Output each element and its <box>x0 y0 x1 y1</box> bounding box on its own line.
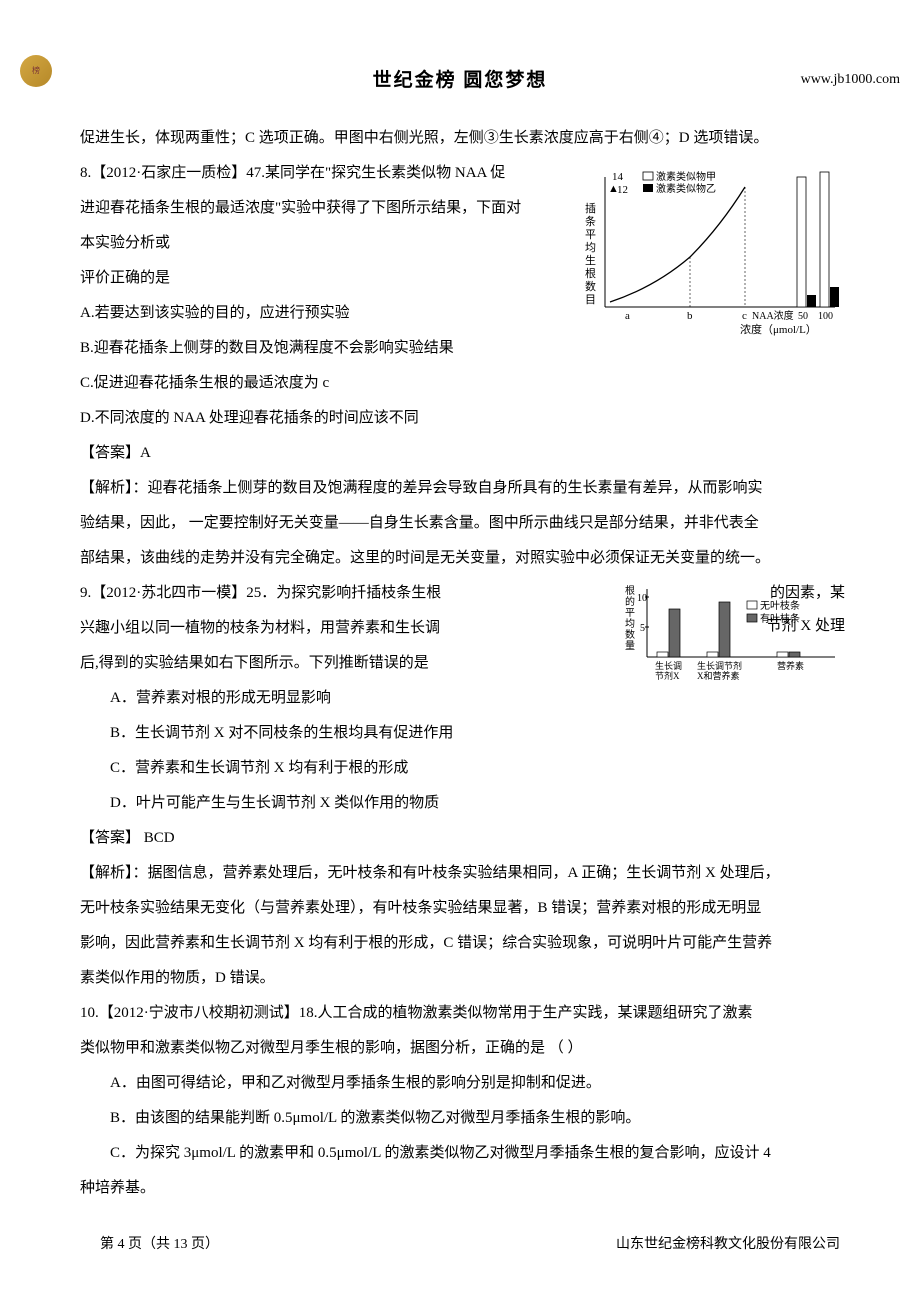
footer-page-num: 第 4 页（共 13 页） <box>100 1230 219 1261</box>
q8-optC: C.促进迎春花插条生根的最适浓度为 c <box>80 367 840 400</box>
q9-y5: 5 <box>640 623 645 634</box>
q9-c1b: 节剂X <box>655 670 680 681</box>
q8-xc: c <box>742 310 747 322</box>
q9-b3 <box>707 652 718 657</box>
q8-xunit: 浓度（μmol/L） <box>740 322 817 336</box>
intro-text: 促进生长，体现两重性；C 选项正确。甲图中右侧光照，左侧③生长素浓度应高于右侧④… <box>80 122 840 155</box>
q8-bar3 <box>820 172 829 307</box>
q10-optC: C．为探究 3μmol/L 的激素甲和 0.5μmol/L 的激素类似物乙对微型… <box>80 1137 840 1170</box>
q10-optA: A．由图可得结论，甲和乙对微型月季插条生根的影响分别是抑制和促进。 <box>80 1067 840 1100</box>
q8-exp1: 【解析】：迎春花插条上侧芽的数目及饱满程度的差异会导致自身所具有的生长素量有差异… <box>80 472 840 505</box>
q8-legend1: 激素类似物甲 <box>656 170 716 183</box>
q9-leg1-box <box>747 601 757 609</box>
q8-xa: a <box>625 310 630 322</box>
q9-c2b: X和营养素 <box>697 670 740 681</box>
header-title: 世纪金榜 圆您梦想 <box>80 60 840 102</box>
header-url: www.jb1000.com <box>801 65 900 96</box>
page-header: 榜 世纪金榜 圆您梦想 www.jb1000.com <box>80 60 840 102</box>
q9-answer: 【答案】 BCD <box>80 822 840 855</box>
q9-c1a: 生长调 <box>655 660 682 671</box>
q9-title-a: 9.【2012·苏北四市一模】25．为探究影响扦插枝条生根 <box>80 585 441 601</box>
q8-answer: 【答案】A <box>80 437 840 470</box>
q8-ytick-12-txt: 12 <box>617 184 628 196</box>
q8-x50: 50 <box>798 311 808 322</box>
q8-chart: 14 ▲ 12 激素类似物甲 激素类似物乙 插条平均生根数目 a b c NAA… <box>580 162 840 337</box>
question-10: 10.【2012·宁波市八校期初测试】18.人工合成的植物激素类似物常用于生产实… <box>80 997 840 1205</box>
q9-exp3: 影响，因此营养素和生长调节剂 X 均有利于根的形成，C 错误；综合实验现象，可说… <box>80 927 840 960</box>
q8-bar1 <box>797 177 806 307</box>
document-body: 促进生长，体现两重性；C 选项正确。甲图中右侧光照，左侧③生长素浓度应高于右侧④… <box>80 122 840 1205</box>
q8-xb: b <box>687 310 693 322</box>
q9-b4 <box>719 602 730 657</box>
q9-exp4: 素类似作用的物质，D 错误。 <box>80 962 840 995</box>
q10-title: 10.【2012·宁波市八校期初测试】18.人工合成的植物激素类似物常用于生产实… <box>80 997 840 1030</box>
q8-curve <box>610 187 745 302</box>
q10-optB: B．由该图的结果能判断 0.5μmol/L 的激素类似物乙对微型月季插条生根的影… <box>80 1102 840 1135</box>
q8-exp2: 验结果，因此， 一定要控制好无关变量——自身生长素含量。图中所示曲线只是部分结果… <box>80 507 840 540</box>
q9-optC: C．营养素和生长调节剂 X 均有利于根的形成 <box>80 752 840 785</box>
q9-y10: 10 <box>637 593 647 604</box>
q9-exp2: 无叶枝条实验结果无变化（与营养素处理），有叶枝条实验结果显著，B 错误；营养素对… <box>80 892 840 925</box>
q9-b6 <box>789 652 800 657</box>
q8-legend1-box <box>643 172 653 180</box>
q9-optD: D．叶片可能产生与生长调节剂 X 类似作用的物质 <box>80 787 840 820</box>
q9-exp1: 【解析】：据图信息，营养素处理后，无叶枝条和有叶枝条实验结果相同，A 正确；生长… <box>80 857 840 890</box>
q8-exp3: 部结果，该曲线的走势并没有完全确定。这里的时间是无关变量，对照实验中必须保证无关… <box>80 542 840 575</box>
q9-ylabel: 根的平均数量 <box>625 584 635 652</box>
q9-leg2-box <box>747 614 757 622</box>
footer-company: 山东世纪金榜科教文化股份有限公司 <box>616 1230 840 1261</box>
q9-title-b: 的因素，某 <box>770 577 845 610</box>
q8-legend2-box <box>643 184 653 192</box>
q9-optB: B．生长调节剂 X 对不同枝条的生根均具有促进作用 <box>80 717 840 750</box>
q8-ytick-14: 14 <box>612 171 624 183</box>
q8-legend2: 激素类似物乙 <box>656 182 716 195</box>
question-9: 根的平均数量 10 5 无叶枝条 有叶枝条 生长调 节剂X 生长调节剂 X和营养… <box>80 577 840 995</box>
q8-x100: 100 <box>818 311 833 322</box>
logo-icon: 榜 <box>20 55 52 87</box>
q9-b5 <box>777 652 788 657</box>
page-footer: 第 4 页（共 13 页） 山东世纪金榜科教文化股份有限公司 <box>80 1230 840 1261</box>
q9-c3: 营养素 <box>777 660 804 671</box>
q8-optD: D.不同浓度的 NAA 处理迎春花插条的时间应该不同 <box>80 402 840 435</box>
q8-bar2 <box>807 295 816 307</box>
question-8: 14 ▲ 12 激素类似物甲 激素类似物乙 插条平均生根数目 a b c NAA… <box>80 157 840 575</box>
q9-b2 <box>669 609 680 657</box>
q9-l2b: 节剂 X 处理 <box>767 610 845 643</box>
q9-c2a: 生长调节剂 <box>697 660 742 671</box>
q9-b1 <box>657 652 668 657</box>
q8-ylabel: 插条平均生根数目 <box>585 201 596 306</box>
q8-bar4 <box>830 287 839 307</box>
q8-xlabel: NAA浓度 <box>752 309 794 322</box>
q10-optC2: 种培养基。 <box>80 1172 840 1205</box>
q10-l2: 类似物甲和激素类似物乙对微型月季生根的影响，据图分析，正确的是 （ ） <box>80 1032 840 1065</box>
